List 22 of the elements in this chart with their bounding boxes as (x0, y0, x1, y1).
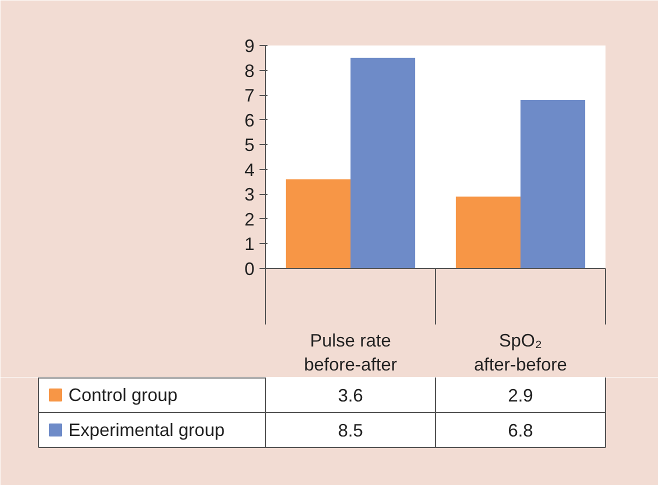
bar (350, 58, 416, 268)
data-label: 3.6 (338, 386, 364, 406)
bar (286, 179, 350, 268)
bar (520, 100, 586, 268)
data-label: 8.5 (338, 420, 364, 440)
y-tick-label: 8 (244, 60, 255, 81)
y-tick-label: 6 (244, 110, 255, 130)
y-tick-label: 2 (244, 209, 255, 230)
data-label: 2.9 (508, 386, 534, 406)
y-tick-label: 5 (244, 135, 255, 156)
y-tick-label: 1 (244, 234, 255, 254)
x-tick-label: SpO₂ after-before (474, 330, 568, 374)
legend-label: Experimental group (68, 420, 225, 440)
y-tick-label: 9 (244, 36, 255, 56)
legend-label: Control group (68, 385, 178, 405)
bar (456, 196, 520, 268)
y-tick-label: 7 (244, 86, 255, 106)
data-label: 6.8 (508, 420, 534, 440)
x-tick-label: Pulse rate before-after (304, 330, 398, 374)
y-tick-label: 0 (244, 259, 255, 279)
y-tick-label: 3 (244, 184, 255, 205)
y-tick-label: 4 (244, 160, 255, 180)
